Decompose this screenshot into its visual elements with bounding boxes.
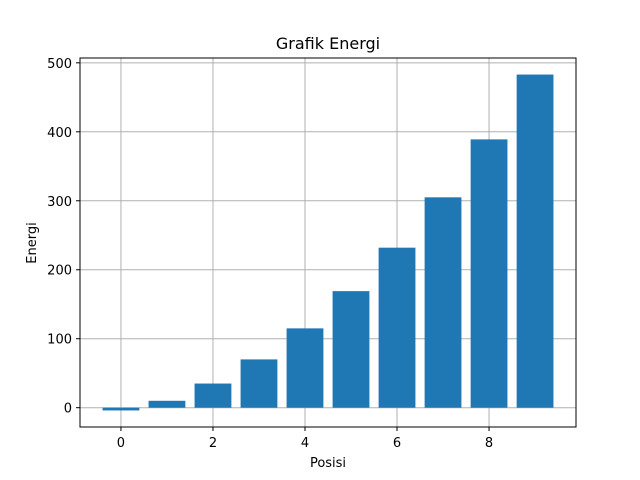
tick-layer: 0 2 4 6 8 0 100 200 300 400 500 [47,57,493,451]
plot-frame [79,57,577,428]
x-axis-label: Posisi [310,456,346,471]
bar [516,74,554,408]
bar [424,197,462,408]
bar [194,383,232,408]
x-tick-label: 6 [393,436,401,451]
y-tick-label: 0 [64,402,72,417]
x-tick-label: 8 [485,436,493,451]
chart-title: Grafik Energi [276,34,380,53]
y-axis-label: Energi [25,222,40,263]
y-tick-label: 300 [47,195,72,210]
x-tick-label: 2 [209,436,217,451]
bar [286,328,324,408]
bar [470,139,508,408]
bar [378,247,416,408]
bar [240,359,278,408]
bar [148,400,186,408]
x-tick-label: 4 [301,436,309,451]
bar-layer [102,74,554,411]
y-tick-label: 400 [47,126,72,141]
x-tick-label: 0 [117,436,125,451]
y-tick-label: 100 [47,333,72,348]
y-tick-label: 500 [47,57,72,72]
y-tick-label: 200 [47,264,72,279]
bar [102,407,140,411]
bar [332,291,370,408]
